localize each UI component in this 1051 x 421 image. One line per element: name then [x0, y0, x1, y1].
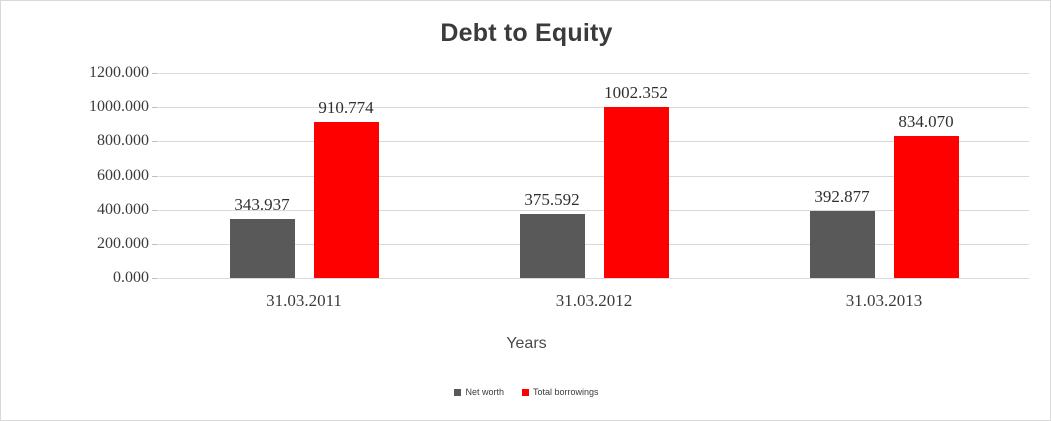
- legend-label: Net worth: [465, 387, 504, 397]
- y-axis-tick-mark: [152, 209, 158, 211]
- y-axis-tick-label: 200.000: [97, 234, 149, 252]
- plot-area: 343.937 910.774 375.592 1002.352 392.877 834.…: [159, 73, 1029, 279]
- chart-legend: Net worth Total borrowings: [1, 387, 1050, 397]
- bar-net-worth-31.03.2012[interactable]: [519, 213, 585, 278]
- data-label: 834.070: [898, 111, 954, 131]
- y-axis-tick-label: 800.000: [97, 132, 149, 150]
- y-axis-tick-label: 1200.000: [89, 64, 149, 81]
- y-axis-tick-label: 0.000: [113, 269, 149, 286]
- data-label: 343.937: [234, 195, 290, 215]
- y-axis-tick-mark: [152, 175, 158, 177]
- y-axis-tick-mark: [152, 278, 158, 279]
- gridline: [159, 243, 1029, 245]
- y-axis-tick-mark: [152, 141, 158, 143]
- data-label: 1002.352: [604, 82, 668, 102]
- x-axis-title: Years: [506, 335, 547, 352]
- bar-total-borrowings-31.03.2012[interactable]: [603, 106, 669, 278]
- legend-swatch-icon: [521, 388, 529, 396]
- y-axis-tick-label: 600.000: [97, 166, 149, 184]
- chart-title: Debt to Equity: [440, 19, 613, 47]
- gridline: [159, 278, 1029, 279]
- bar-net-worth-31.03.2013[interactable]: [809, 210, 875, 278]
- bar-total-borrowings-31.03.2013[interactable]: [893, 135, 959, 278]
- gridline: [159, 73, 1029, 74]
- gridline: [159, 209, 1029, 211]
- y-axis-tick-mark: [152, 107, 158, 109]
- legend-swatch-icon: [454, 388, 462, 396]
- data-label: 392.877: [814, 186, 870, 206]
- gridline: [159, 175, 1029, 177]
- x-axis-category-label: 31.03.2013: [845, 291, 923, 310]
- y-axis-tick-mark: [152, 73, 158, 74]
- gridline: [159, 107, 1029, 109]
- x-axis-category-label: 31.03.2012: [555, 291, 633, 310]
- data-label: 910.774: [318, 98, 374, 118]
- y-axis-tick-label: 1000.000: [89, 98, 149, 116]
- data-label: 375.592: [524, 189, 580, 209]
- legend-label: Total borrowings: [532, 387, 599, 397]
- y-axis-tick-label: 400.000: [97, 200, 149, 218]
- x-axis-category-label: 31.03.2011: [266, 291, 342, 310]
- bar-net-worth-31.03.2011[interactable]: [229, 219, 295, 278]
- y-axis-tick-labels: 1200.000 1000.000 800.000 600.000 400.000 200…: [37, 64, 149, 286]
- y-axis-tick-mark: [152, 243, 158, 245]
- gridline: [159, 141, 1029, 143]
- bar-total-borrowings-31.03.2011[interactable]: [313, 122, 379, 278]
- legend-entry-total-borrowings[interactable]: Total borrowings: [521, 387, 599, 397]
- legend-entry-net-worth[interactable]: Net worth: [454, 387, 504, 397]
